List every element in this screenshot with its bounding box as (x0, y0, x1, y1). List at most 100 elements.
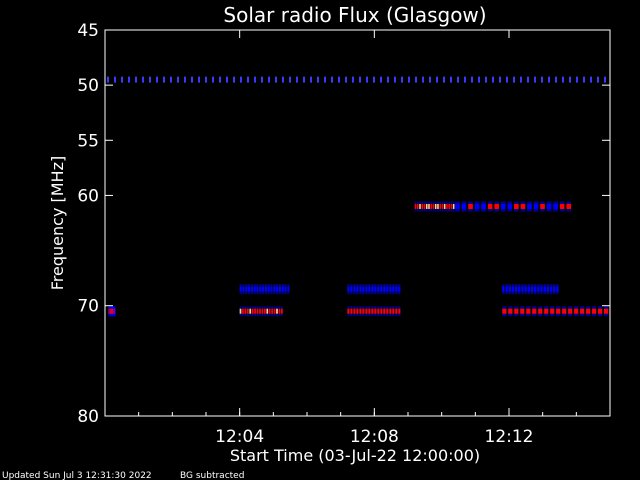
spectrogram-cell (534, 76, 536, 83)
spectrogram-cell (494, 203, 499, 209)
spectrogram-cell (436, 76, 438, 83)
spectrogram-cell (443, 76, 445, 83)
spectrogram-cell (508, 308, 513, 314)
spectrogram-cell (487, 203, 493, 209)
spectrogram-cell (446, 203, 448, 209)
spectrogram-cell (240, 76, 242, 83)
spectrogram-cell (520, 76, 522, 83)
spectrogram-cell (580, 308, 585, 314)
x-axis-label: Start Time (03-Jul-22 12:00:00) (230, 446, 480, 465)
spectrogram-cell (366, 76, 368, 83)
spectrogram-cell (383, 308, 386, 314)
spectrogram-cell (443, 203, 446, 209)
spectrogram-cell (553, 286, 556, 292)
spectrogram-cell (568, 308, 573, 314)
spectrogram-cell (414, 203, 417, 209)
spectrogram-cell (550, 308, 555, 314)
spectrogram-cell (598, 308, 603, 314)
spectrogram-cell (566, 203, 572, 209)
spectrogram-cell (485, 76, 487, 83)
spectrogram-cell (317, 76, 319, 83)
spectrogram-cell (135, 76, 137, 83)
spectrogram-cell (576, 76, 578, 83)
spectrogram-cell (212, 76, 214, 83)
spectrogram-cell (419, 203, 421, 209)
spectrogram-cell (259, 308, 261, 314)
spectrogram-cell (408, 76, 410, 83)
spectrogram-cell (239, 308, 242, 314)
spectrogram-cell (261, 308, 264, 314)
spectrogram-cell (555, 76, 557, 83)
spectrogram-cell (386, 308, 389, 314)
spectrogram-cell (263, 308, 266, 314)
heatmap-area (107, 76, 609, 317)
spectrogram-cell (562, 308, 567, 314)
spectrogram-cell (338, 76, 340, 83)
spectrogram-cell (345, 76, 347, 83)
spectrogram-cell (481, 203, 486, 209)
y-tick-label: 80 (77, 407, 99, 427)
spectrogram-cell (347, 308, 350, 314)
spectrogram-cell (534, 286, 537, 292)
spectrogram-cell (452, 203, 455, 209)
spectrogram-cell (373, 76, 375, 83)
spectrogram-cell (253, 286, 256, 292)
spectrogram-cell (267, 286, 270, 292)
spectrogram-cell (423, 203, 426, 209)
y-tick-label: 70 (77, 297, 99, 317)
spectrogram-cell (374, 286, 377, 292)
spectrogram-cell (281, 308, 283, 314)
spectrogram-cell (604, 76, 606, 83)
spectrogram-cell (524, 286, 527, 292)
spectrogram-cell (114, 308, 116, 314)
spectrogram-cell (278, 286, 281, 292)
spectrogram-cell (177, 76, 179, 83)
spectrogram-cell (380, 76, 382, 83)
spectrogram-cell (586, 308, 591, 314)
footer-updated: Updated Sun Jul 3 12:31:30 2022 (2, 471, 152, 480)
spectrogram-cell (450, 76, 452, 83)
spectrogram-cell (278, 308, 281, 314)
spectrogram-cell (590, 76, 592, 83)
spectrogram-cell (170, 76, 172, 83)
spectrogram-cell (184, 76, 186, 83)
spectrogram-cell (538, 308, 543, 314)
spectrogram-cell (377, 308, 380, 314)
spectrogram-cell (264, 286, 267, 292)
spectrogram-cell (368, 308, 371, 314)
spectrogram-cell (245, 286, 248, 292)
spectrogram-cell (276, 286, 279, 292)
spectrogram-cell (356, 308, 359, 314)
spectrogram-cell (511, 286, 515, 292)
y-axis-ticks: 45 50 55 60 70 80 (77, 21, 610, 427)
spectrogram-cell (359, 76, 361, 83)
spectrogram-cell (250, 286, 253, 292)
spectrogram-cell (282, 76, 284, 83)
spectrogram-cell (350, 286, 353, 292)
spectrogram-cell (401, 76, 403, 83)
x-tick-label: 12:12 (485, 427, 534, 447)
spectrogram-cell (256, 286, 259, 292)
spectrogram-cell (359, 286, 362, 292)
spectrogram-cell (247, 76, 249, 83)
footer-note: BG subtracted (180, 471, 244, 480)
spectrogram-cell (275, 76, 277, 83)
spectrogram-cell (226, 76, 228, 83)
spectrogram-cell (191, 76, 193, 83)
spectrogram-cell (239, 286, 242, 292)
spectrogram-cell (128, 76, 130, 83)
spectrogram-cell (532, 308, 537, 314)
spectrogram-cell (544, 308, 549, 314)
spectrogram-cell (518, 286, 521, 292)
spectrogram-cell (540, 203, 545, 209)
spectrogram-cell (268, 308, 271, 314)
spectrogram-cell (386, 286, 389, 292)
spectrogram-cell (262, 286, 265, 292)
spectrogram-cell (219, 76, 221, 83)
spectrogram-cell (289, 76, 291, 83)
y-tick-label: 55 (77, 131, 99, 151)
spectrogram-cell (371, 286, 374, 292)
spectrogram-cell (368, 286, 371, 292)
spectrogram-cell (392, 308, 395, 314)
spectrogram-cell (324, 76, 326, 83)
